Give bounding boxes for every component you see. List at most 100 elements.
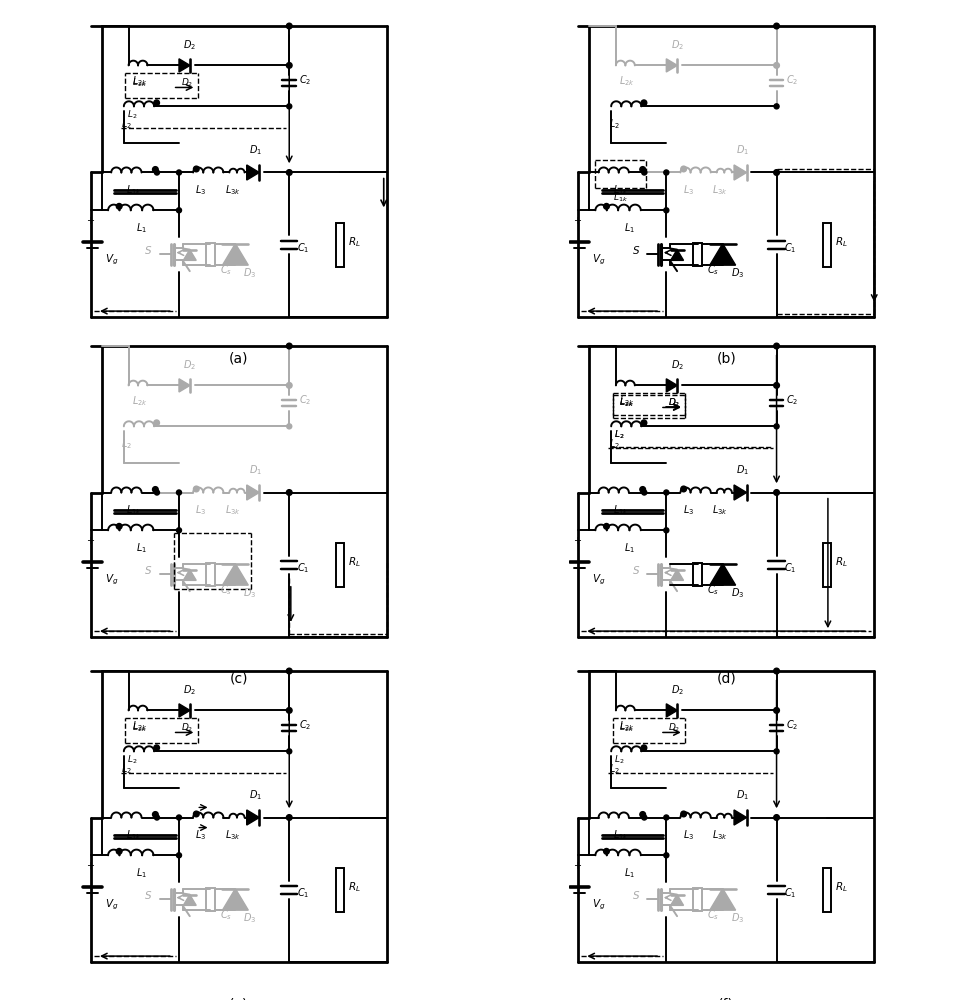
Text: $L_{3k}$: $L_{3k}$ bbox=[712, 503, 728, 517]
Text: $L_2$: $L_2$ bbox=[122, 117, 132, 131]
Polygon shape bbox=[671, 895, 683, 905]
Polygon shape bbox=[671, 570, 683, 580]
Text: $L_{3k}$: $L_{3k}$ bbox=[225, 828, 240, 842]
Circle shape bbox=[117, 848, 122, 854]
Circle shape bbox=[664, 815, 669, 820]
Text: $D_2$: $D_2$ bbox=[668, 722, 680, 734]
Text: $D_2$: $D_2$ bbox=[671, 38, 684, 52]
Circle shape bbox=[287, 383, 292, 388]
Text: $L_{2k}$: $L_{2k}$ bbox=[620, 74, 635, 88]
Text: $R_L$: $R_L$ bbox=[347, 555, 360, 569]
Circle shape bbox=[193, 486, 199, 492]
Text: $L_1$: $L_1$ bbox=[623, 541, 635, 555]
Text: (c): (c) bbox=[230, 672, 248, 686]
Circle shape bbox=[774, 383, 780, 388]
Circle shape bbox=[153, 420, 159, 426]
Text: $D_2$: $D_2$ bbox=[180, 77, 193, 89]
Text: $R_L$: $R_L$ bbox=[835, 235, 847, 249]
Circle shape bbox=[604, 203, 609, 209]
Text: $C_s$: $C_s$ bbox=[707, 908, 720, 922]
Text: $D_3$: $D_3$ bbox=[243, 911, 257, 925]
Circle shape bbox=[152, 167, 158, 172]
Text: $D_1$: $D_1$ bbox=[249, 789, 262, 802]
Circle shape bbox=[680, 166, 686, 172]
Text: $L_{1k}$: $L_{1k}$ bbox=[126, 503, 142, 517]
Bar bbox=[207, 243, 215, 266]
Circle shape bbox=[287, 23, 292, 29]
Text: $L_3$: $L_3$ bbox=[683, 503, 694, 517]
Polygon shape bbox=[247, 810, 260, 825]
Text: $L_2$: $L_2$ bbox=[127, 108, 137, 121]
Text: $L_{1k}$: $L_{1k}$ bbox=[614, 503, 629, 517]
Text: $L_2$: $L_2$ bbox=[609, 437, 620, 451]
Bar bbox=[694, 888, 703, 911]
Text: $L_3$: $L_3$ bbox=[683, 183, 694, 197]
Text: $C_1$: $C_1$ bbox=[297, 561, 310, 575]
Text: $S$: $S$ bbox=[632, 244, 640, 256]
Text: $C_1$: $C_1$ bbox=[297, 241, 310, 255]
Text: +: + bbox=[86, 536, 95, 546]
Text: $D_2$: $D_2$ bbox=[671, 683, 684, 697]
Bar bbox=[336, 543, 344, 587]
Text: $C_1$: $C_1$ bbox=[297, 886, 310, 900]
Circle shape bbox=[774, 490, 780, 495]
Text: $L_2$: $L_2$ bbox=[122, 437, 132, 451]
Circle shape bbox=[664, 490, 669, 495]
Polygon shape bbox=[223, 564, 248, 585]
Text: $L_{1k}$: $L_{1k}$ bbox=[613, 192, 628, 204]
Text: $L_2$: $L_2$ bbox=[122, 762, 132, 776]
Polygon shape bbox=[710, 889, 735, 910]
Text: $R_L$: $R_L$ bbox=[347, 880, 360, 894]
Circle shape bbox=[154, 815, 159, 820]
Text: $C_s$: $C_s$ bbox=[707, 263, 720, 277]
Text: $R_L$: $R_L$ bbox=[835, 555, 847, 569]
Text: $L_{2k}$: $L_{2k}$ bbox=[132, 719, 148, 733]
Circle shape bbox=[154, 170, 159, 175]
Circle shape bbox=[287, 490, 292, 495]
Text: $L_3$: $L_3$ bbox=[196, 183, 207, 197]
Text: $L_2$: $L_2$ bbox=[127, 753, 137, 766]
Text: $R_L$: $R_L$ bbox=[835, 880, 847, 894]
Circle shape bbox=[177, 490, 181, 495]
Polygon shape bbox=[666, 704, 677, 717]
Circle shape bbox=[774, 63, 780, 68]
Text: $L_{2k}$: $L_{2k}$ bbox=[132, 77, 147, 89]
Polygon shape bbox=[666, 59, 677, 72]
Text: $C_1$: $C_1$ bbox=[785, 886, 797, 900]
Circle shape bbox=[680, 811, 686, 817]
Text: $L_2$: $L_2$ bbox=[609, 762, 620, 776]
Circle shape bbox=[604, 848, 609, 854]
Circle shape bbox=[642, 490, 647, 495]
Text: $L_{1k}$: $L_{1k}$ bbox=[126, 183, 142, 197]
Text: $L_{3k}$: $L_{3k}$ bbox=[712, 828, 728, 842]
Polygon shape bbox=[666, 379, 677, 392]
Circle shape bbox=[642, 170, 647, 175]
Bar bbox=[207, 888, 215, 911]
Text: +: + bbox=[573, 861, 582, 871]
Circle shape bbox=[774, 170, 780, 175]
Text: $C_1$: $C_1$ bbox=[785, 561, 797, 575]
Circle shape bbox=[287, 170, 292, 175]
Polygon shape bbox=[223, 889, 248, 910]
Circle shape bbox=[664, 170, 669, 175]
Circle shape bbox=[177, 170, 181, 175]
Circle shape bbox=[641, 745, 647, 751]
Circle shape bbox=[664, 528, 669, 533]
Text: $D_2$: $D_2$ bbox=[180, 722, 193, 734]
Circle shape bbox=[680, 486, 686, 492]
Text: $L_3$: $L_3$ bbox=[196, 503, 207, 517]
Circle shape bbox=[774, 668, 780, 674]
Text: $S$: $S$ bbox=[632, 889, 640, 901]
Text: $L_{2k}$: $L_{2k}$ bbox=[620, 394, 635, 408]
Text: +: + bbox=[573, 216, 582, 226]
Circle shape bbox=[642, 815, 647, 820]
Text: $L_{2k}$: $L_{2k}$ bbox=[132, 74, 148, 88]
Text: $L_{2k}$: $L_{2k}$ bbox=[132, 722, 147, 734]
Circle shape bbox=[641, 100, 647, 106]
Bar bbox=[694, 243, 703, 266]
Text: +: + bbox=[573, 536, 582, 546]
Text: $S$: $S$ bbox=[145, 244, 152, 256]
Circle shape bbox=[177, 853, 181, 858]
Text: $D_1$: $D_1$ bbox=[736, 464, 749, 477]
Circle shape bbox=[664, 208, 669, 213]
